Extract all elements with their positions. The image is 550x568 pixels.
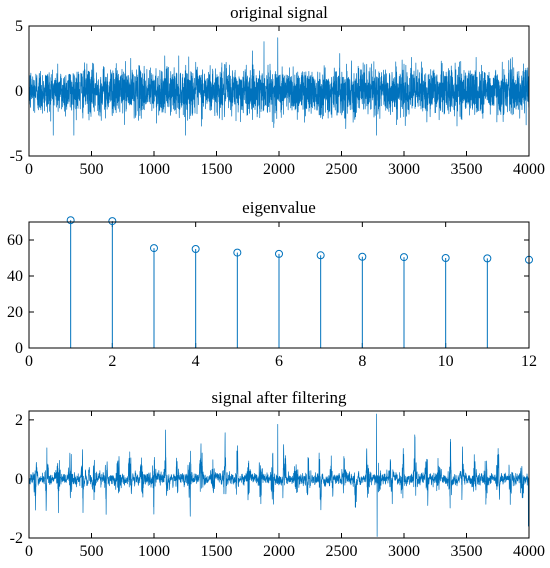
eigenvalue-ticks: 0 2 4 6 8 10 12 0 20 40 60 [7, 222, 537, 370]
y-tick-label: 60 [7, 232, 23, 249]
y-tick-label: 0 [15, 340, 23, 357]
chart-title-eigenvalue: eigenvalue [242, 198, 316, 217]
chart-title-original-signal: original signal [230, 3, 328, 22]
x-tick-label: 1500 [201, 161, 233, 178]
signal-line [28, 37, 530, 136]
chart-title-signal-after-filtering: signal after filtering [211, 388, 347, 407]
x-tick-label: 2000 [263, 161, 295, 178]
y-tick-label: 0 [15, 83, 23, 100]
y-tick-label: -5 [10, 148, 23, 165]
original-signal-ticks: 0 500 1000 1500 2000 2500 3000 3500 4000-505 [10, 18, 545, 178]
stem-marker [441, 254, 450, 262]
x-tick-label: 4000 [513, 543, 545, 560]
x-tick-label: 2500 [326, 543, 358, 560]
x-tick-label: 10 [438, 353, 454, 370]
x-tick-label: 4000 [513, 161, 545, 178]
x-tick-label: 2 [108, 353, 116, 370]
x-tick-label: 1000 [138, 543, 170, 560]
signal-after-filtering-axes-box [28, 410, 530, 539]
x-tick-label: 2500 [326, 161, 358, 178]
x-tick-label: 1000 [138, 161, 170, 178]
x-tick-label: 12 [521, 353, 537, 370]
signal-after-filtering-series [28, 413, 530, 537]
eigenvalue-axes-box [28, 221, 530, 349]
x-tick-label: 0 [25, 161, 33, 178]
y-tick-label: 5 [15, 18, 23, 35]
original-signal-axes-box [28, 25, 530, 157]
y-tick-label: 0 [15, 471, 23, 488]
x-tick-label: 3000 [388, 543, 420, 560]
stem-marker [358, 252, 367, 261]
signal-after-filtering-panel: signal after filtering 0 500 1000 1500 2000 2… [10, 388, 545, 560]
x-tick-label: 500 [80, 161, 104, 178]
y-tick-label: 40 [7, 268, 23, 285]
x-tick-label: 1500 [201, 543, 233, 560]
signal-after-filtering-ticks: 0 500 1000 1500 2000 2500 3000 3500 4000-202 [10, 411, 545, 560]
stem-marker [108, 217, 117, 226]
y-tick-label: 2 [15, 412, 23, 429]
stem-marker [66, 216, 75, 225]
eigenvalue-panel: eigenvalue 0 2 4 6 8 10 12 0 20 40 60 [7, 198, 537, 370]
original-signal-panel: original signal 0 500 1000 1500 2000 2500 3000… [10, 3, 545, 178]
stem-marker [275, 249, 283, 258]
x-tick-label: 2000 [263, 543, 295, 560]
original-signal-series [28, 37, 530, 136]
eigenvalue-stems [66, 216, 533, 348]
stem-marker [150, 244, 158, 253]
y-tick-label: 20 [7, 304, 23, 321]
x-tick-label: 500 [80, 543, 104, 560]
x-tick-label: 3000 [388, 161, 420, 178]
stem-marker [233, 248, 242, 257]
x-tick-label: 4 [192, 353, 200, 370]
x-tick-label: 6 [275, 353, 283, 370]
x-tick-label: 3500 [451, 161, 483, 178]
x-tick-label: 0 [25, 543, 33, 560]
y-tick-label: -2 [10, 530, 23, 547]
stem-marker [483, 254, 492, 263]
stem-marker [316, 251, 325, 260]
x-tick-label: 8 [358, 353, 366, 370]
stem-marker [400, 253, 408, 262]
stem-marker [191, 245, 200, 253]
x-tick-label: 0 [25, 353, 33, 370]
x-tick-label: 3500 [451, 543, 483, 560]
signal-line [28, 413, 530, 537]
